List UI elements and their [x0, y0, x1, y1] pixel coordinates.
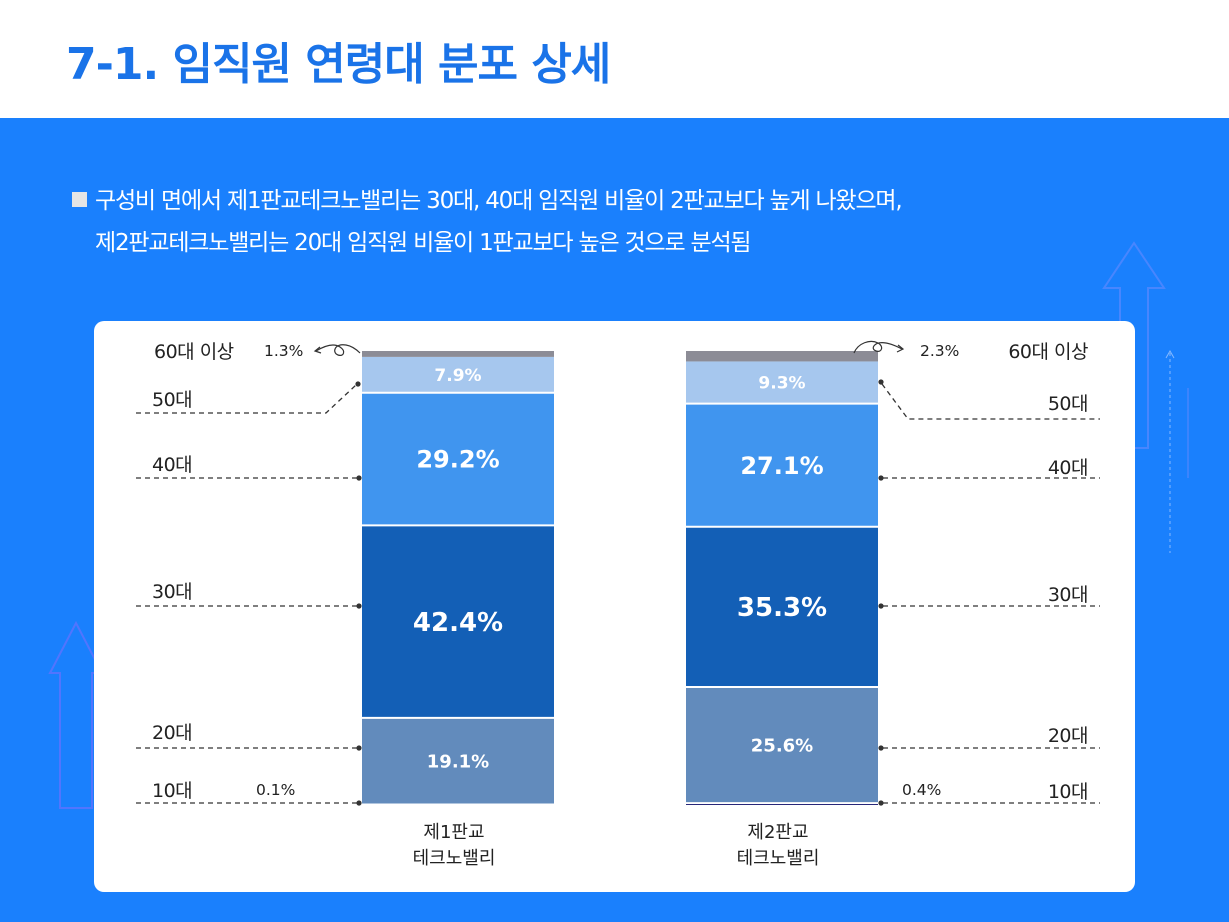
category-label-1-line-2: 테크노밸리: [413, 848, 496, 869]
bar-1-segment-20s: [362, 717, 554, 805]
left-guide-dot-20s: [356, 745, 362, 751]
left-label-30s: 30대: [152, 581, 192, 603]
bar-2-segment-40s: [686, 403, 878, 527]
category-label-2-line-1: 제2판교: [747, 822, 808, 843]
summary-line-1: 구성비 면에서 제1판교테크노밸리는 30대, 40대 임직원 비율이 2판교보…: [72, 180, 1172, 222]
decorative-arrow-up-right: [1102, 241, 1166, 449]
right-guide-dot-30s: [878, 603, 884, 609]
bar-2-segment-20s: [686, 686, 878, 804]
right-curly-arrowhead-icon: [896, 344, 905, 353]
category-label-2-line-2: 테크노밸리: [737, 848, 820, 869]
right-guide-dot-40s: [878, 475, 884, 481]
summary-line-1-text: 구성비 면에서 제1판교테크노밸리는 30대, 40대 임직원 비율이 2판교보…: [95, 188, 903, 214]
category-label-1-line-1: 제1판교: [423, 822, 484, 843]
page-title: 7-1. 임직원 연령대 분포 상세: [66, 39, 611, 90]
left-label-60s: 60대 이상: [154, 341, 234, 363]
left-guide-dot-40s: [356, 475, 362, 481]
right-guide-50s: [881, 383, 1100, 420]
bullet-square-icon: [72, 192, 87, 207]
left-guide-dot-50s: [355, 381, 361, 387]
right-label-30s: 30대: [1048, 584, 1088, 606]
bar-1-segment-50s: [362, 356, 554, 393]
stacked-bar-chart: 19.1% 42.4% 29.2% 7.9% 25.6% 35.3% 27.1% 9.3% 40…: [136, 340, 1100, 869]
bar-1-segment-60s: [362, 351, 554, 357]
bar-2-segment-50s: [686, 361, 878, 404]
left-guide-50s: [136, 384, 357, 414]
bar-1-value-label-20s: 19.1%: [427, 752, 489, 773]
bar-2-segment-30s: [686, 526, 878, 687]
decorative-arrows: [48, 241, 1189, 809]
right-value-60s: 2.3%: [920, 342, 959, 360]
right-guide-dot-20s: [878, 745, 884, 751]
right-label-20s: 20대: [1048, 725, 1088, 747]
decorative-arrow-tip-right: [1165, 349, 1175, 359]
left-value-60s: 1.3%: [264, 342, 303, 360]
right-label-60s: 60대 이상: [1008, 341, 1088, 363]
right-guide-dot-10s: [878, 800, 884, 806]
bar-2-value-label-20s: 25.6%: [751, 736, 813, 757]
right-guide-dot-50s: [878, 379, 884, 385]
summary-line-2: 제2판교테크노밸리는 20대 임직원 비율이 1판교보다 높은 것으로 분석됨: [95, 230, 752, 256]
right-label-40s: 40대: [1048, 457, 1088, 479]
bar-2-value-label-50s: 9.3%: [758, 374, 805, 394]
right-label-10s: 10대: [1048, 781, 1088, 803]
left-label-20s: 20대: [152, 722, 192, 744]
bar-1-value-label-50s: 7.9%: [434, 366, 481, 386]
bar-1-value-label-40s: 29.2%: [416, 446, 499, 474]
bar-1-segment-40s: [362, 392, 554, 526]
chart-card: 19.1% 42.4% 29.2% 7.9% 25.6% 35.3% 27.1% 9.3% 40…: [94, 321, 1135, 892]
bar-2-value-label-40s: 27.1%: [740, 452, 823, 480]
left-label-10s: 10대: [152, 780, 192, 802]
bar-1-segment-30s: [362, 525, 554, 718]
right-curly-arrow-icon: [853, 340, 903, 354]
left-guide-dot-30s: [356, 603, 362, 609]
left-curly-arrowhead-icon: [313, 346, 322, 354]
left-label-40s: 40대: [152, 454, 192, 476]
right-value-10s: 0.4%: [902, 781, 941, 799]
left-value-10s: 0.1%: [256, 781, 295, 799]
left-guide-dot-10s: [356, 800, 362, 806]
decorative-arrow-up-left: [48, 620, 104, 809]
left-curly-arrow-icon: [315, 344, 361, 356]
bar-1-value-label-30s: 42.4%: [413, 608, 503, 638]
left-label-50s: 50대: [152, 389, 192, 411]
bar-2-value-label-30s: 35.3%: [737, 593, 827, 623]
bar-2-segment-60s: [686, 351, 878, 362]
summary-text: 구성비 면에서 제1판교테크노밸리는 30대, 40대 임직원 비율이 2판교보…: [72, 180, 1172, 264]
right-label-50s: 50대: [1048, 393, 1088, 415]
content-panel: 구성비 면에서 제1판교테크노밸리는 30대, 40대 임직원 비율이 2판교보…: [0, 118, 1229, 922]
header: 7-1. 임직원 연령대 분포 상세: [0, 0, 1229, 118]
